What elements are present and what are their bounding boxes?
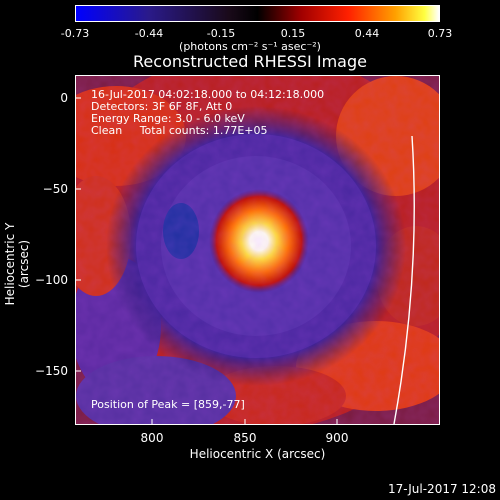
y-tick-label: −150 [35, 364, 68, 378]
colorbar-tick: 0.44 [354, 27, 380, 40]
solar-image-panel: 16-Jul-2017 04:02:18.000 to 04:12:18.000… [75, 75, 440, 425]
y-tick-label: 0 [60, 91, 68, 105]
colorbar-tick: 0.15 [280, 27, 306, 40]
x-tick-label: 900 [325, 431, 349, 445]
solar-limb-line [393, 135, 415, 424]
y-tick-label: −50 [42, 182, 68, 196]
x-axis-label: Heliocentric X (arcsec) [189, 447, 326, 461]
y-tick-label: −100 [35, 273, 68, 287]
image-title: Reconstructed RHESSI Image [133, 52, 367, 71]
x-tick-label: 800 [140, 431, 164, 445]
y-axis-label: Heliocentric Y (arcsec) [3, 222, 31, 306]
footer-timestamp: 17-Jul-2017 12:08 [387, 482, 496, 496]
colorbar-units: (photons cm⁻² s⁻¹ asec⁻²) [179, 40, 321, 53]
annotation-detectors: Detectors: 3F 6F 8F, Att 0 [91, 100, 233, 113]
colorbar-tick: -0.73 [60, 27, 90, 40]
colorbar-tick: -0.44 [134, 27, 164, 40]
annotation-peak: Position of Peak = [859,-77] [91, 398, 245, 411]
rhessi-image [76, 76, 439, 424]
annotation-energy: Energy Range: 3.0 - 6.0 keV [91, 112, 245, 125]
colorbar-tick: 0.73 [427, 27, 453, 40]
annotation-clean: Clean Total counts: 1.77E+05 [91, 124, 268, 137]
colorbar-tick: -0.15 [206, 27, 236, 40]
x-tick-label: 850 [233, 431, 257, 445]
annotation-time-range: 16-Jul-2017 04:02:18.000 to 04:12:18.000 [91, 88, 325, 101]
colorbar [75, 5, 440, 22]
